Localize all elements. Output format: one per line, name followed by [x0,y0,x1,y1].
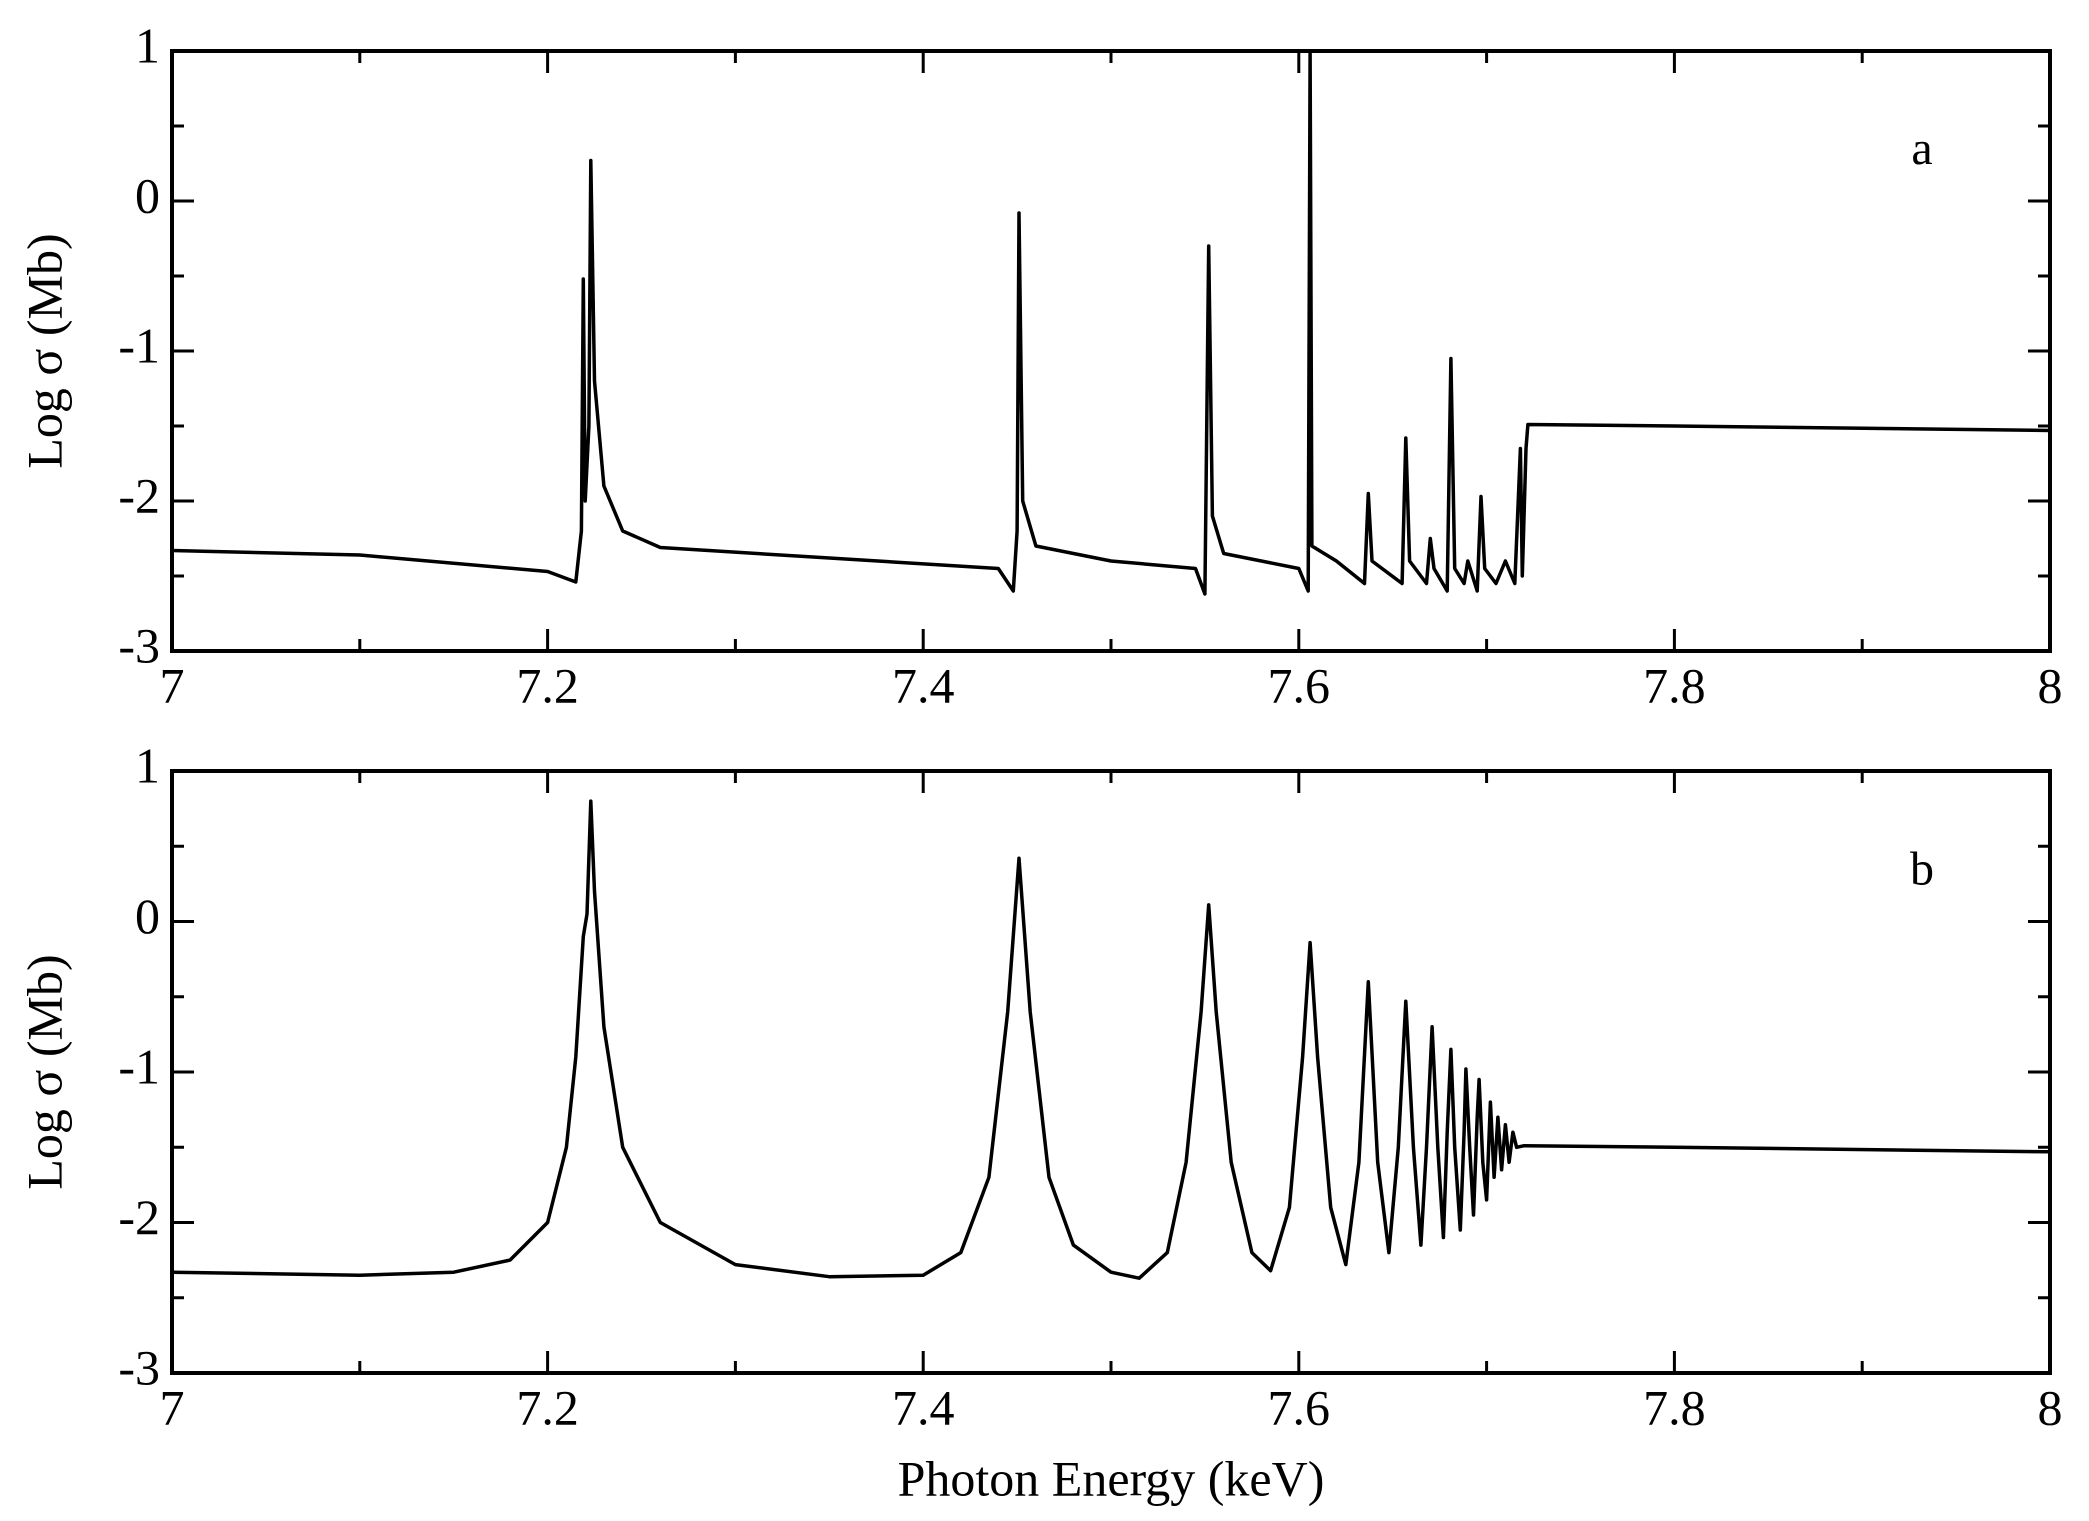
x-tick-label: 7.6 [1268,657,1331,713]
y-axis-label: Log σ (Mb) [16,233,72,468]
y-tick-label: -1 [118,317,160,373]
data-line [172,799,2050,1280]
x-tick-label: 7.8 [1643,1379,1706,1435]
y-tick-label: 1 [135,17,160,73]
x-tick-label: 7.6 [1268,1379,1331,1435]
panel-label: b [1910,842,1934,895]
x-tick-label: 7 [160,1379,185,1435]
x-tick-label: 8 [2038,657,2063,713]
y-tick-label: 0 [135,167,160,223]
y-tick-label: -2 [118,467,160,523]
x-tick-label: 7.2 [516,1379,579,1435]
y-axis-label: Log σ (Mb) [16,954,72,1189]
x-axis-label: Photon Energy (keV) [898,1450,1325,1506]
x-tick-label: 8 [2038,1379,2063,1435]
y-tick-label: -3 [118,1339,160,1395]
data-line [172,51,2050,596]
y-tick-label: -3 [118,617,160,673]
y-tick-label: 0 [135,888,160,944]
x-tick-label: 7.8 [1643,657,1706,713]
x-tick-label: 7 [160,657,185,713]
y-tick-label: 1 [135,737,160,793]
x-tick-label: 7.4 [892,657,955,713]
y-tick-label: -2 [118,1189,160,1245]
x-tick-label: 7.2 [516,657,579,713]
x-tick-label: 7.4 [892,1379,955,1435]
panel-label: a [1911,122,1932,175]
y-tick-label: -1 [118,1038,160,1094]
